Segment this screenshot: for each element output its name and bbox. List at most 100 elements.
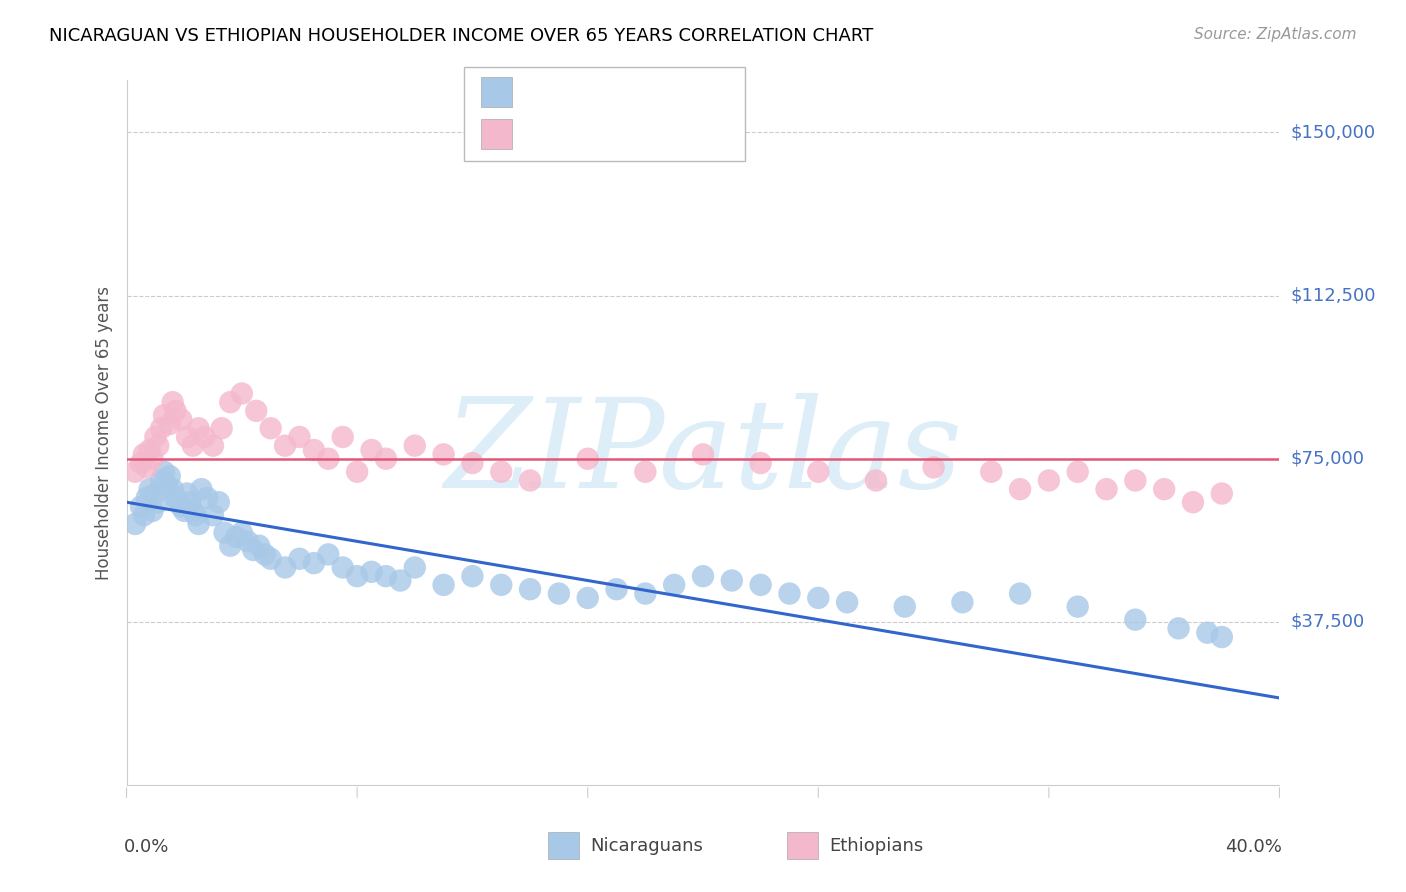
Point [129, 456, 152, 470]
Point [162, 395, 184, 409]
Point [634, 465, 657, 479]
Point [1211, 486, 1233, 500]
Text: R =: R = [526, 83, 568, 102]
Point [519, 474, 541, 488]
Point [141, 504, 163, 518]
Point [548, 586, 571, 600]
Point [1010, 586, 1032, 600]
Text: NICARAGUAN VS ETHIOPIAN HOUSEHOLDER INCOME OVER 65 YEARS CORRELATION CHART: NICARAGUAN VS ETHIOPIAN HOUSEHOLDER INCO… [49, 27, 873, 45]
Point [807, 465, 830, 479]
Point [749, 456, 772, 470]
Point [138, 482, 160, 496]
Point [404, 560, 426, 574]
Point [433, 447, 456, 461]
Point [664, 578, 686, 592]
Point [519, 582, 541, 597]
Point [211, 421, 233, 435]
Point [749, 578, 772, 592]
Point [1125, 613, 1147, 627]
Point [135, 460, 157, 475]
Point [288, 430, 311, 444]
Point [202, 508, 225, 523]
Text: -0.000: -0.000 [565, 125, 634, 144]
Point [214, 525, 236, 540]
Point [225, 530, 247, 544]
Point [1197, 625, 1219, 640]
Point [1125, 474, 1147, 488]
Text: 68: 68 [678, 83, 704, 102]
Point [202, 439, 225, 453]
Point [576, 451, 599, 466]
Point [606, 582, 628, 597]
Point [253, 548, 276, 562]
Text: $112,500: $112,500 [1291, 286, 1376, 304]
Point [150, 474, 173, 488]
Point [165, 404, 187, 418]
Point [865, 474, 887, 488]
Point [179, 495, 201, 509]
Point [145, 486, 166, 500]
Point [165, 491, 187, 505]
Point [1211, 630, 1233, 644]
Point [332, 560, 354, 574]
Point [245, 404, 267, 418]
Y-axis label: Householder Income Over 65 years: Householder Income Over 65 years [94, 285, 112, 580]
Point [259, 421, 281, 435]
Point [634, 586, 657, 600]
Point [491, 578, 513, 592]
Point [242, 543, 264, 558]
Point [159, 469, 181, 483]
Point [176, 486, 198, 500]
Point [433, 578, 456, 592]
Point [318, 451, 340, 466]
Point [236, 534, 259, 549]
Text: R =: R = [526, 125, 568, 144]
Point [461, 456, 484, 470]
Point [1038, 474, 1060, 488]
Point [132, 447, 155, 461]
Point [576, 591, 599, 605]
Text: N =: N = [638, 83, 682, 102]
Point [124, 516, 146, 531]
Point [1095, 482, 1118, 496]
Point [167, 495, 190, 509]
Point [159, 417, 181, 431]
Point [219, 395, 242, 409]
Point [153, 408, 176, 422]
Point [135, 491, 157, 505]
Point [145, 430, 166, 444]
Point [193, 430, 215, 444]
Text: 40.0%: 40.0% [1225, 838, 1282, 855]
Point [894, 599, 917, 614]
Text: $150,000: $150,000 [1291, 123, 1375, 142]
Point [176, 430, 198, 444]
Point [184, 508, 207, 523]
Point [1067, 465, 1090, 479]
Point [779, 586, 801, 600]
Text: 53: 53 [678, 125, 704, 144]
Point [231, 386, 253, 401]
Point [346, 569, 368, 583]
Point [692, 569, 714, 583]
Point [170, 500, 193, 514]
Point [720, 574, 742, 588]
Point [124, 465, 146, 479]
Text: 0.0%: 0.0% [124, 838, 170, 855]
Point [302, 443, 325, 458]
Text: N =: N = [638, 125, 682, 144]
Point [141, 451, 163, 466]
Point [980, 465, 1002, 479]
Point [1010, 482, 1032, 496]
Point [389, 574, 412, 588]
Point [274, 439, 297, 453]
Point [1067, 599, 1090, 614]
Text: Nicaraguans: Nicaraguans [591, 837, 703, 855]
Text: $37,500: $37,500 [1291, 613, 1365, 631]
Point [195, 491, 218, 505]
Point [170, 412, 193, 426]
Point [491, 465, 513, 479]
Point [132, 508, 155, 523]
Point [1167, 621, 1189, 635]
Text: $75,000: $75,000 [1291, 450, 1365, 467]
Point [150, 421, 173, 435]
